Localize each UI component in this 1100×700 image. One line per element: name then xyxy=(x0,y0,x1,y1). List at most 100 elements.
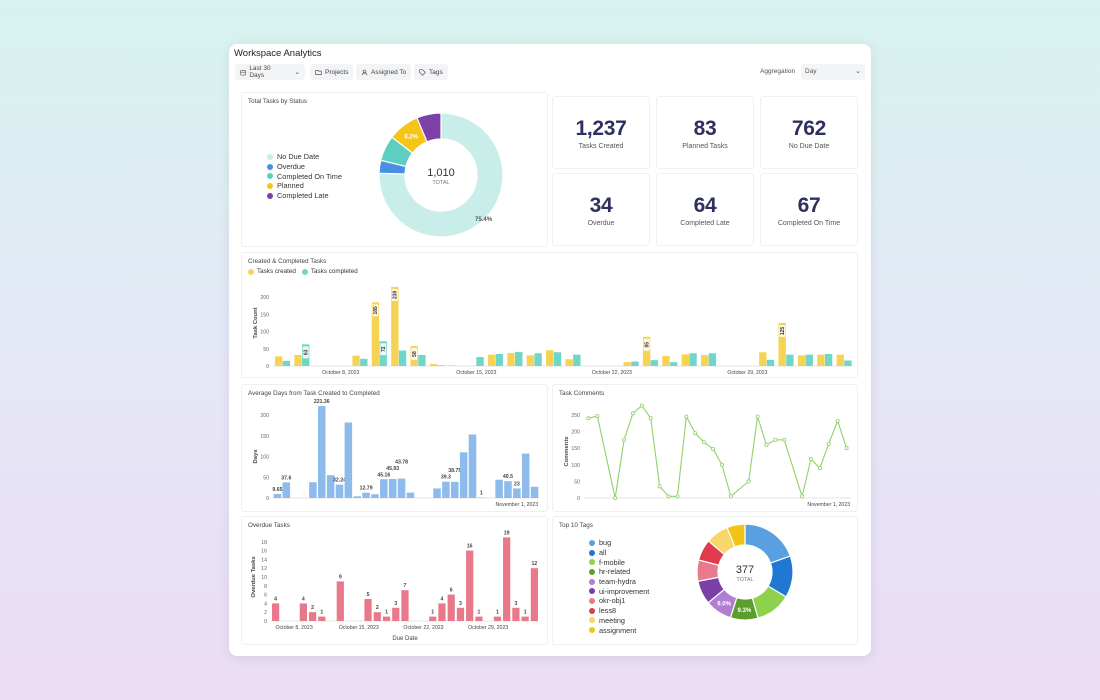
legend-item[interactable]: meeting xyxy=(589,616,649,626)
bar xyxy=(546,350,554,366)
legend-swatch xyxy=(589,559,595,566)
data-point xyxy=(817,466,822,471)
bar-data-label: 16 xyxy=(467,544,473,550)
legend-label: Tasks created xyxy=(257,268,296,275)
bar xyxy=(401,590,409,621)
kpi-value: 762 xyxy=(791,117,827,140)
bar-data-label: 63 xyxy=(304,349,310,355)
legend-label: less8 xyxy=(599,606,617,616)
donut-total-label: TOTAL xyxy=(432,180,449,186)
y-tick-label: 8 xyxy=(264,584,267,590)
legend-item[interactable]: assignment xyxy=(589,625,649,635)
bar-data-label: 1 xyxy=(431,610,434,616)
x-axis-label: Due Date xyxy=(392,636,418,642)
legend-swatch xyxy=(267,173,273,180)
data-point xyxy=(666,494,671,499)
y-tick-label: 50 xyxy=(263,475,269,481)
kpi-value: 1,237 xyxy=(575,117,627,140)
legend-item[interactable]: Planned xyxy=(267,181,342,191)
legend-item[interactable]: less8 xyxy=(589,606,649,616)
x-tick-label: October 15, 2023 xyxy=(339,625,379,631)
legend-item[interactable]: ui-improvement xyxy=(589,586,649,596)
bar-data-label: 3 xyxy=(459,601,462,607)
bar xyxy=(274,356,283,366)
bar xyxy=(382,616,391,621)
bar-data-label: 9.65 xyxy=(272,487,282,493)
bar xyxy=(353,496,362,498)
bar-data-label: 32.24 xyxy=(333,478,346,484)
user-icon xyxy=(361,69,368,75)
bar-label-bg xyxy=(391,288,398,301)
legend-swatch xyxy=(267,192,273,199)
bar xyxy=(475,616,483,621)
bar-label-bg xyxy=(372,304,379,317)
bar-data-label: 45.93 xyxy=(386,466,399,472)
legend-item[interactable]: bug xyxy=(589,538,649,548)
y-tick-label: 10 xyxy=(261,575,267,581)
bar xyxy=(681,354,689,366)
bar-data-label: 1 xyxy=(496,610,499,616)
avg-days-title: Average Days from Task Created to Comple… xyxy=(248,390,380,397)
folder-icon xyxy=(315,69,322,75)
legend-item[interactable]: team-hydra xyxy=(589,577,649,587)
legend-swatch xyxy=(589,627,595,634)
legend-label: ui-improvement xyxy=(599,586,650,596)
legend-item-created[interactable]: Tasks created xyxy=(248,268,296,275)
bar xyxy=(371,494,379,498)
bar-data-label: 19 xyxy=(504,530,510,536)
bar xyxy=(817,354,825,366)
bar xyxy=(308,612,317,621)
projects-filter[interactable]: Projects xyxy=(310,64,354,80)
assigned-to-filter[interactable]: Assigned To xyxy=(356,64,412,80)
tags-filter[interactable]: Tags xyxy=(414,64,448,80)
bar-data-label: 12.79 xyxy=(360,486,373,492)
y-tick-label: 18 xyxy=(261,540,267,546)
top-tags-panel: Top 10 Tags bug all f-mobile hr-related team… xyxy=(552,516,858,645)
data-point xyxy=(693,431,698,436)
legend-item[interactable]: Completed Late xyxy=(267,191,342,201)
legend-item[interactable]: okr-obj1 xyxy=(589,596,649,606)
bar xyxy=(512,607,520,621)
bar xyxy=(504,481,512,498)
data-point xyxy=(711,446,716,451)
bar xyxy=(786,354,794,366)
bar xyxy=(294,354,302,366)
legend-label: team-hydra xyxy=(599,577,636,587)
legend-item[interactable]: f-mobile xyxy=(589,557,649,567)
data-point xyxy=(657,484,662,489)
legend-label: all xyxy=(599,548,607,558)
legend-label: Completed On Time xyxy=(277,171,342,181)
legend-item[interactable]: No Due Date xyxy=(267,152,342,162)
data-point xyxy=(764,442,769,447)
bar xyxy=(438,603,446,621)
bar xyxy=(766,359,775,366)
y-tick-label: 4 xyxy=(264,601,267,607)
bar xyxy=(623,362,631,366)
legend-item[interactable]: Completed On Time xyxy=(267,171,342,181)
y-tick-label: 200 xyxy=(260,413,269,419)
data-point xyxy=(675,494,680,499)
legend-label: hr-related xyxy=(599,567,631,577)
bar xyxy=(336,581,344,621)
date-range-filter[interactable]: Last 30 Days ⌄ xyxy=(235,64,305,80)
legend-item[interactable]: hr-related xyxy=(589,567,649,577)
bar xyxy=(650,360,658,366)
y-axis-label: Task Count xyxy=(253,307,259,338)
bar xyxy=(521,616,529,621)
legend-label: Overdue xyxy=(277,162,305,172)
legend-item[interactable]: all xyxy=(589,548,649,558)
y-tick-label: 0 xyxy=(264,619,267,625)
created-completed-panel: Created & Completed Tasks Tasks created … xyxy=(241,252,858,378)
y-tick-label: 150 xyxy=(260,434,269,440)
bar-data-label: 230 xyxy=(393,290,399,299)
legend-item-completed[interactable]: Tasks completed xyxy=(301,268,358,275)
bar xyxy=(272,603,280,621)
aggregation-select[interactable]: Day ⌄ xyxy=(801,64,865,80)
tags-legend: bug all f-mobile hr-related team-hydra ui-imp… xyxy=(589,538,649,635)
bar xyxy=(282,360,291,366)
donut-total-value: 377 xyxy=(736,564,754,576)
x-tick-label: October 29, 2023 xyxy=(468,625,508,631)
calendar-icon xyxy=(240,69,246,75)
legend-item[interactable]: Overdue xyxy=(267,162,342,172)
